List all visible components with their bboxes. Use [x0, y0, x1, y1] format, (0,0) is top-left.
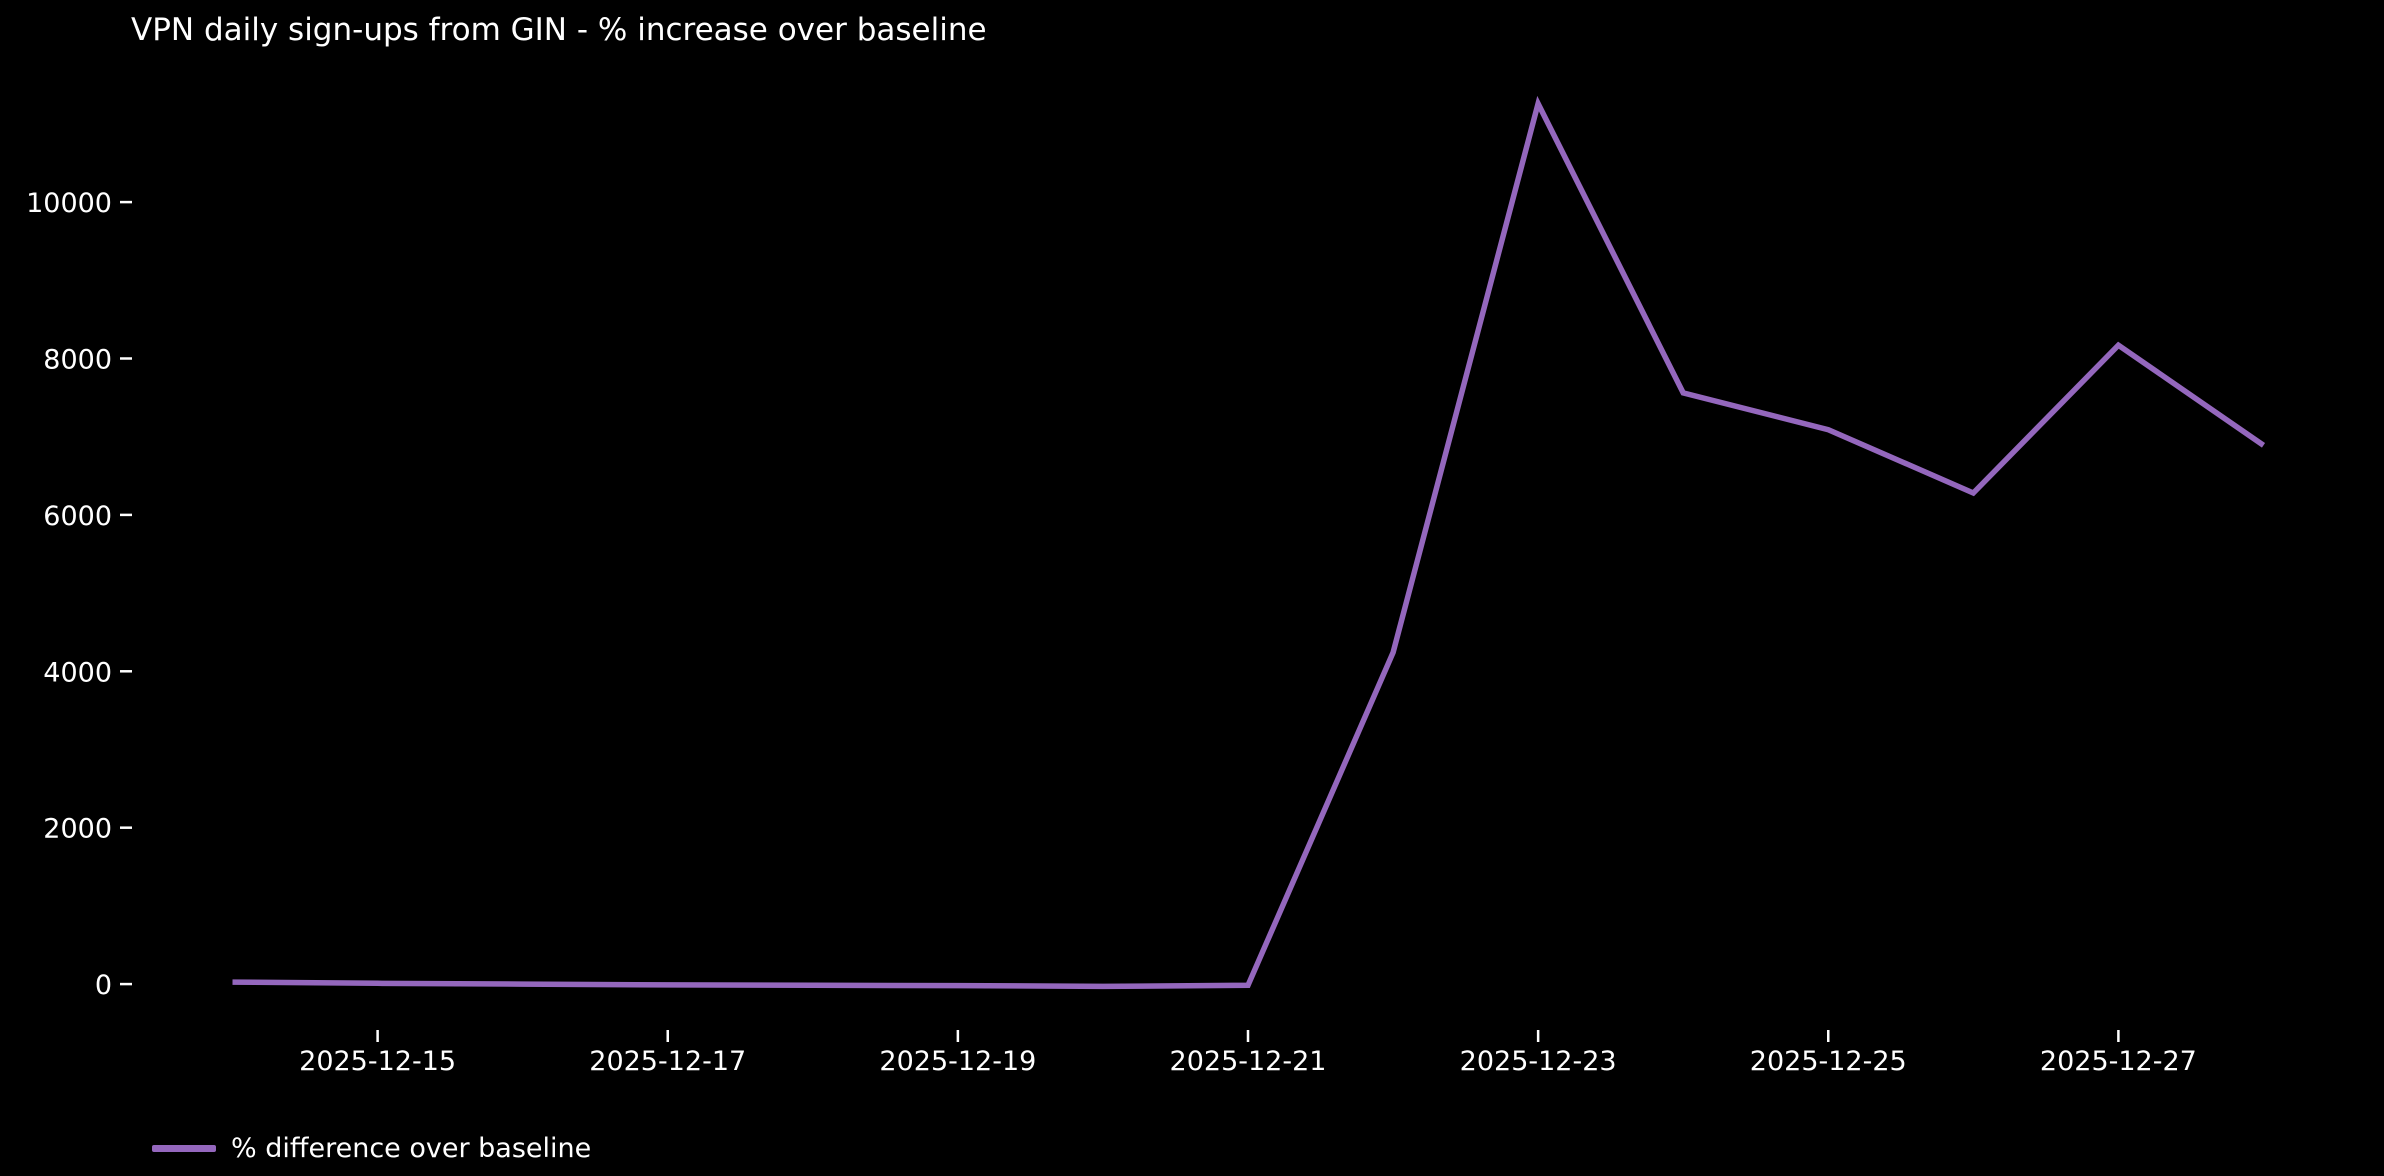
x-tick-label: 2025-12-23 [1460, 1046, 1617, 1077]
chart-title: VPN daily sign-ups from GIN - % increase… [131, 12, 987, 48]
y-tick-label: 2000 [43, 814, 112, 845]
data-line [232, 95, 2266, 990]
y-tick-label: 6000 [43, 501, 112, 532]
x-tick-label: 2025-12-21 [1170, 1046, 1327, 1077]
y-tick-label: 0 [95, 970, 112, 1001]
x-tick-label: 2025-12-15 [299, 1046, 456, 1077]
x-tick-label: 2025-12-17 [589, 1046, 746, 1077]
legend-line-swatch [152, 1145, 216, 1152]
legend: % difference over baseline [152, 1133, 591, 1164]
x-tick-label: 2025-12-19 [879, 1046, 1036, 1077]
y-tick-label: 8000 [43, 344, 112, 375]
y-tick-label: 10000 [26, 188, 112, 219]
x-tick-label: 2025-12-25 [1750, 1046, 1907, 1077]
y-tick-label: 4000 [43, 657, 112, 688]
legend-label: % difference over baseline [231, 1133, 592, 1164]
x-tick-label: 2025-12-27 [2040, 1046, 2197, 1077]
